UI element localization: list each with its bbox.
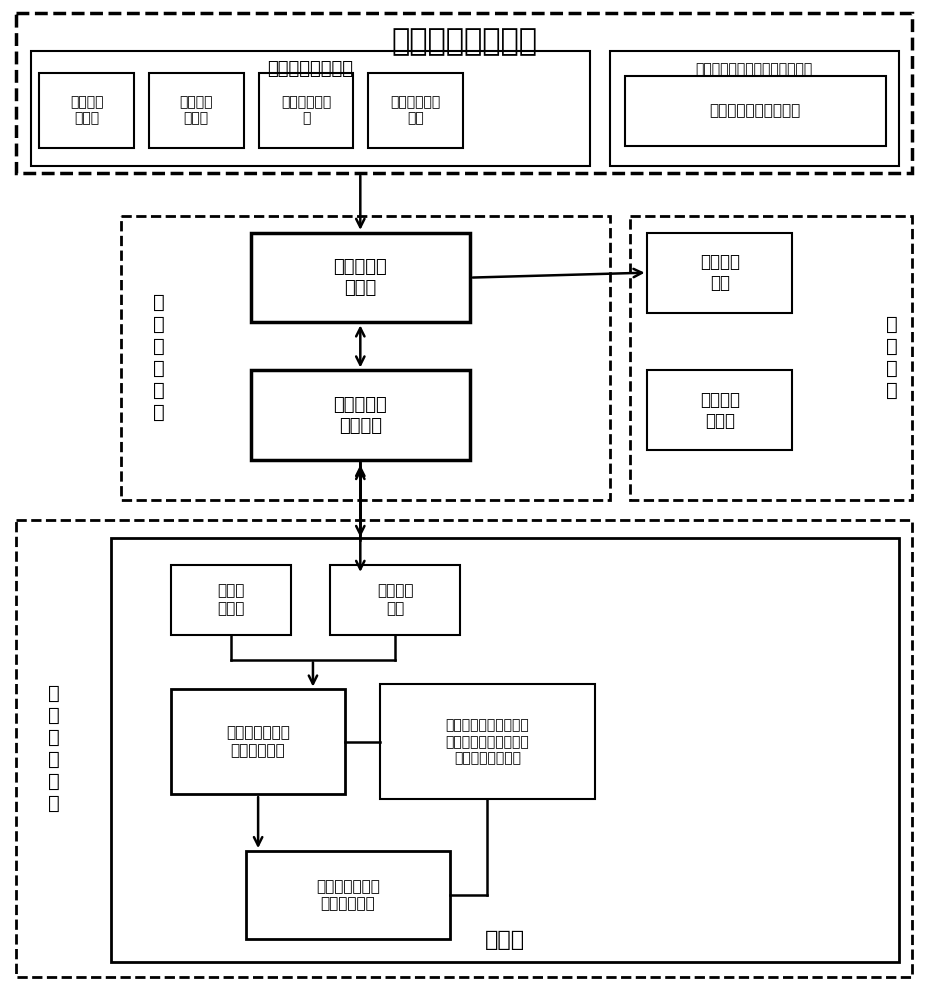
- Text: 数
据
处
理
模
块: 数 据 处 理 模 块: [48, 684, 60, 813]
- Text: 现场数据采集模块: 现场数据采集模块: [390, 27, 537, 56]
- Text: 压路机控
制单元: 压路机控 制单元: [699, 391, 739, 430]
- Bar: [121, 216, 609, 500]
- Text: 自动控制
软件: 自动控制 软件: [376, 584, 413, 616]
- Bar: [624, 76, 884, 146]
- Text: 下卧层温度传
感器: 下卧层温度传 感器: [390, 95, 440, 126]
- Text: 沥青混合料摊铺时温度监测模块: 沥青混合料摊铺时温度监测模块: [694, 62, 812, 76]
- Text: 数值分
析软件: 数值分 析软件: [217, 584, 244, 616]
- Text: 碾压开始时间和
碾压终了时间: 碾压开始时间和 碾压终了时间: [315, 879, 379, 911]
- Bar: [330, 565, 460, 635]
- Text: 沥青混合料温度传感器: 沥青混合料温度传感器: [709, 104, 800, 119]
- Text: 环境数据监测模块: 环境数据监测模块: [267, 60, 353, 78]
- Text: 规范要求并结合试验段
结果确定碾压开始温度
和碾压终了的温度: 规范要求并结合试验段 结果确定碾压开始温度 和碾压终了的温度: [445, 719, 528, 765]
- Bar: [259, 73, 353, 148]
- Text: 日照强度传感
器: 日照强度传感 器: [281, 95, 331, 126]
- Text: 控
制
模
块: 控 制 模 块: [885, 315, 896, 400]
- Text: 气温监测
传感器: 气温监测 传感器: [179, 95, 213, 126]
- Text: 风速监测
传感器: 风速监测 传感器: [70, 95, 103, 126]
- Bar: [250, 370, 469, 460]
- Text: 时间提示
单元: 时间提示 单元: [699, 253, 739, 292]
- Bar: [368, 73, 463, 148]
- Text: 现场数据收
发单元: 现场数据收 发单元: [333, 258, 387, 297]
- Bar: [171, 565, 290, 635]
- Bar: [111, 538, 897, 962]
- Bar: [17, 520, 910, 977]
- Bar: [629, 216, 910, 500]
- Bar: [380, 684, 594, 799]
- Bar: [17, 13, 910, 173]
- Bar: [647, 370, 791, 450]
- Bar: [39, 73, 133, 148]
- Text: 沥青混凝土摊铺
后的降温趋势: 沥青混凝土摊铺 后的降温趋势: [226, 726, 290, 758]
- Text: 控制室数据
收发单元: 控制室数据 收发单元: [333, 396, 387, 435]
- Text: 计算机: 计算机: [484, 930, 525, 950]
- Bar: [149, 73, 244, 148]
- Bar: [32, 51, 589, 166]
- Bar: [250, 233, 469, 322]
- Bar: [609, 51, 897, 166]
- Text: 数
据
收
发
模
块: 数 据 收 发 模 块: [153, 293, 165, 422]
- Bar: [647, 233, 791, 313]
- Bar: [171, 689, 345, 794]
- Bar: [246, 851, 450, 939]
